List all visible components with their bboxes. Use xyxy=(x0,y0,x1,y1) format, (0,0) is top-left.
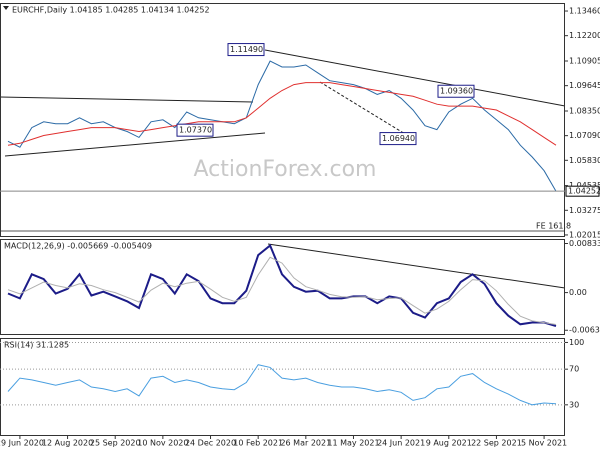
y-tick-label: 1.12200 xyxy=(569,31,600,40)
last-price-box xyxy=(565,185,600,197)
trend-line xyxy=(319,81,416,141)
y-tick-label: -0.006393 xyxy=(569,326,600,335)
y-tick-label: 1.03275 xyxy=(569,206,600,215)
series-line xyxy=(7,60,557,192)
y-tick-label: 1.09645 xyxy=(569,81,600,90)
panel-title: EURCHF,Daily 1.04185 1.04285 1.04134 1.0… xyxy=(12,6,210,15)
menu-arrow xyxy=(3,6,9,10)
x-tick-label: 22 Sep 2021 xyxy=(471,439,522,448)
series-line xyxy=(7,243,557,327)
y-tick-label: 0.00 xyxy=(569,288,587,297)
x-tick-label: 26 Mar 2021 xyxy=(280,439,331,448)
trend-line xyxy=(4,132,266,157)
y-tick-label: 70 xyxy=(569,365,579,374)
x-tick-label: 9 Aug 2021 xyxy=(426,439,472,448)
y-tick-label: 1.05830 xyxy=(569,156,600,165)
annotation-label: 1.11490 xyxy=(230,45,263,54)
annotation-box xyxy=(437,84,475,98)
y-tick-label: 1.13460 xyxy=(569,7,600,16)
y-tick-label: 1.07090 xyxy=(569,131,600,140)
annotation-label: 1.09360 xyxy=(440,87,473,96)
x-tick-label: 10 Feb 2021 xyxy=(233,439,283,448)
x-tick-label: 12 Aug 2020 xyxy=(42,439,93,448)
panel-frame xyxy=(0,338,565,436)
series-line xyxy=(7,82,557,146)
annotation-box xyxy=(227,43,265,57)
fib-label: FE 161.8 xyxy=(536,222,571,231)
watermark: ActionForex.com xyxy=(194,157,377,182)
y-tick-label: 1.02015 xyxy=(569,230,600,239)
x-tick-label: 11 May 2021 xyxy=(327,439,379,448)
last-price-label: 1.04252 xyxy=(568,187,600,196)
y-tick-label: 30 xyxy=(569,400,579,409)
trend-lines xyxy=(0,49,566,289)
x-tick-label: 24 Dec 2020 xyxy=(185,439,236,448)
trend-line xyxy=(267,243,566,289)
x-tick-label: 29 Jun 2020 xyxy=(0,439,44,448)
y-tick-label: 1.10905 xyxy=(569,57,600,66)
y-tick-label: 100 xyxy=(569,338,584,347)
y-tick-label: 1.04535 xyxy=(569,181,600,190)
annotation-label: 1.06940 xyxy=(382,134,415,143)
series-line xyxy=(7,364,557,406)
annotation-box xyxy=(176,123,214,137)
annotation-label: 1.07370 xyxy=(179,126,212,135)
x-tick-label: 5 Nov 2021 xyxy=(521,439,567,448)
y-tick-label: 0.008334 xyxy=(569,239,600,248)
panel-title: RSI(14) 31.1285 xyxy=(4,341,69,350)
trend-line xyxy=(0,96,254,103)
x-tick-label: 25 Sep 2020 xyxy=(90,439,141,448)
series-line xyxy=(7,256,557,325)
x-tick-label: 24 Jun 2021 xyxy=(377,439,425,448)
panel-title: MACD(12,26,9) -0.005669 -0.005409 xyxy=(4,242,152,251)
panel-frame xyxy=(0,3,565,237)
x-tick-label: 10 Nov 2020 xyxy=(137,439,188,448)
annotation-box xyxy=(379,132,417,146)
y-tick-label: 1.08350 xyxy=(569,107,600,116)
trend-line xyxy=(264,49,566,107)
panel-frame xyxy=(0,239,565,335)
